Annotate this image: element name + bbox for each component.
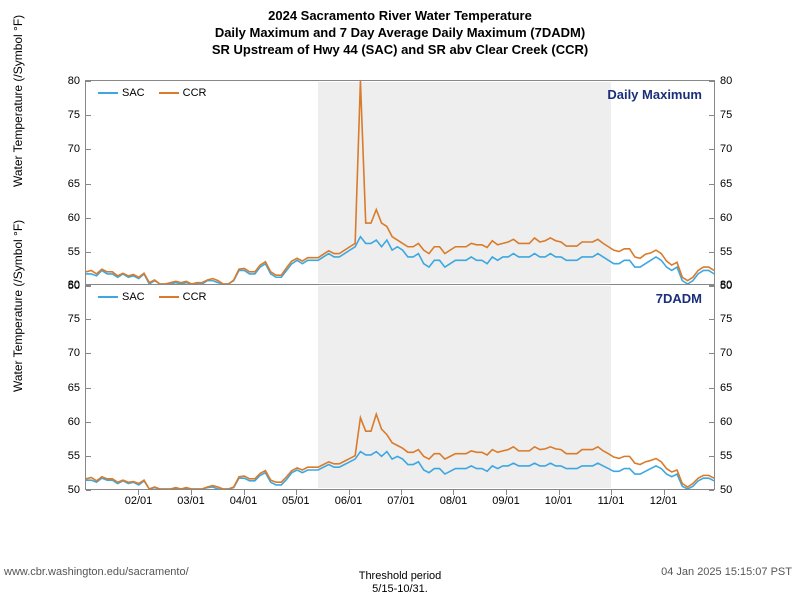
x-tick-label: 04/01: [230, 495, 258, 507]
x-label-line-1: Threshold period: [359, 570, 442, 583]
y-tick-label: 65: [46, 178, 86, 190]
x-tick-mark: [664, 490, 665, 495]
footer-timestamp: 04 Jan 2025 15:15:07 PST: [661, 566, 792, 578]
y-tick-label: 65: [714, 382, 754, 394]
y-tick-label: 55: [46, 246, 86, 258]
y-tick-label: 75: [46, 313, 86, 325]
x-axis: 02/01 03/01 04/01 05/01 06/01 07/01 08/01 09/01…: [86, 491, 714, 511]
y-tick-label: 75: [714, 313, 754, 325]
y-tick-label: 80: [714, 75, 754, 87]
x-tick-mark: [506, 490, 507, 495]
y-tick-label: 80: [46, 75, 86, 87]
legend-item-ccr: CCR: [159, 87, 207, 99]
title-line-1: 2024 Sacramento River Water Temperature: [0, 8, 800, 25]
y-tick-label: 70: [46, 143, 86, 155]
x-tick-mark: [138, 490, 139, 495]
x-tick-mark: [401, 490, 402, 495]
y-tick-label: 50: [714, 484, 754, 496]
x-tick-label: 08/01: [440, 495, 468, 507]
y-tick-label: 55: [714, 450, 754, 462]
y-tick-label: 75: [46, 109, 86, 121]
x-axis-label: Threshold period 5/15-10/31.: [359, 570, 442, 596]
y-tick-label: 60: [714, 416, 754, 428]
y-tick-label: 65: [714, 178, 754, 190]
x-tick-mark: [244, 490, 245, 495]
y-tick-label: 70: [714, 143, 754, 155]
y-tick-label: 60: [46, 416, 86, 428]
x-tick-label: 10/01: [545, 495, 573, 507]
legend-label: CCR: [183, 291, 207, 303]
x-tick-label: 11/01: [598, 495, 625, 507]
y-tick-label: 60: [714, 212, 754, 224]
x-tick-mark: [453, 490, 454, 495]
panel-label-top: Daily Maximum: [607, 87, 702, 102]
y-axis-left-bottom: 50556065707580: [46, 285, 86, 489]
y-label-bottom: Water Temperature (/Symbol °F): [11, 382, 25, 392]
y-tick-label: 55: [46, 450, 86, 462]
y-tick-label: 80: [46, 279, 86, 291]
panel-7dadm: SACCCR 7DADM 50556065707580 505560657075…: [85, 285, 715, 490]
x-tick-label: 05/01: [282, 495, 310, 507]
title-line-3: SR Upstream of Hwy 44 (SAC) and SR abv C…: [0, 42, 800, 59]
y-tick-label: 60: [46, 212, 86, 224]
panel-daily-max: SACCCR Daily Maximum 50556065707580 5055…: [85, 80, 715, 285]
x-tick-mark: [611, 490, 612, 495]
legend-label: SAC: [122, 291, 145, 303]
x-tick-label: 09/01: [492, 495, 520, 507]
series-line-sac: [86, 237, 714, 284]
footer-source-url: www.cbr.washington.edu/sacramento/: [4, 566, 189, 578]
lines-top: [86, 81, 714, 284]
legend-item-sac: SAC: [98, 291, 145, 303]
title-block: 2024 Sacramento River Water Temperature …: [0, 0, 800, 59]
y-tick-label: 55: [714, 246, 754, 258]
y-tick-label: 80: [714, 279, 754, 291]
legend-swatch: [98, 92, 118, 94]
legend-top: SAC CCR: [98, 87, 206, 99]
y-label-top: Water Temperature (/Symbol °F): [11, 177, 25, 187]
legend-swatch: [159, 92, 179, 94]
y-tick-label: 50: [46, 484, 86, 496]
series-line-ccr: [86, 81, 714, 284]
legend-swatch: [98, 296, 118, 298]
chart-area: SACCCR Daily Maximum 50556065707580 5055…: [85, 80, 715, 540]
lines-bottom: [86, 285, 714, 489]
legend-label: SAC: [122, 87, 145, 99]
x-tick-mark: [559, 490, 560, 495]
y-axis-left-top: 50556065707580: [46, 81, 86, 284]
title-line-2: Daily Maximum and 7 Day Average Daily Ma…: [0, 25, 800, 42]
series-line-ccr: [86, 414, 714, 489]
legend-swatch: [159, 296, 179, 298]
x-tick-mark: [191, 490, 192, 495]
x-tick-label: 02/01: [125, 495, 153, 507]
y-axis-right-bottom: 50556065707580: [714, 285, 754, 489]
x-tick-mark: [296, 490, 297, 495]
y-tick-label: 65: [46, 382, 86, 394]
y-tick-label: 75: [714, 109, 754, 121]
x-label-line-2: 5/15-10/31.: [359, 583, 442, 596]
panel-label-bottom: 7DADM: [656, 291, 702, 306]
legend-label: CCR: [183, 87, 207, 99]
legend-item-ccr: CCR: [159, 291, 207, 303]
y-axis-right-top: 50556065707580: [714, 81, 754, 284]
x-tick-mark: [349, 490, 350, 495]
x-tick-label: 03/01: [177, 495, 205, 507]
series-line-sac: [86, 452, 714, 489]
y-tick-label: 70: [46, 347, 86, 359]
x-tick-label: 07/01: [387, 495, 415, 507]
x-tick-label: 12/01: [650, 495, 678, 507]
legend-item-sac: SAC: [98, 87, 145, 99]
legend-bottom: SAC CCR: [98, 291, 206, 303]
y-tick-label: 70: [714, 347, 754, 359]
x-tick-label: 06/01: [335, 495, 363, 507]
